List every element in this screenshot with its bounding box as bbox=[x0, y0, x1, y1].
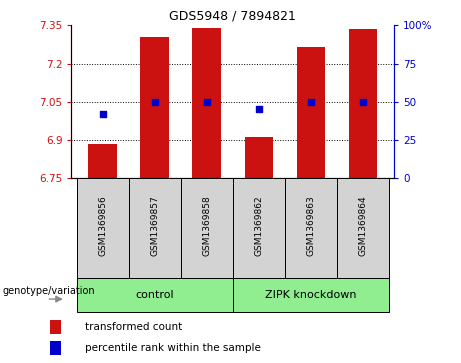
Bar bbox=[50, 341, 60, 355]
Bar bbox=[233, 278, 389, 312]
Bar bbox=[129, 178, 181, 278]
Bar bbox=[181, 178, 233, 278]
Point bbox=[307, 99, 314, 105]
Point bbox=[359, 99, 366, 105]
Bar bbox=[89, 144, 117, 178]
Text: percentile rank within the sample: percentile rank within the sample bbox=[85, 343, 261, 353]
Point bbox=[99, 111, 106, 117]
Bar bbox=[77, 178, 129, 278]
Bar bbox=[296, 47, 325, 178]
Bar bbox=[349, 29, 377, 178]
Text: GSM1369862: GSM1369862 bbox=[254, 195, 263, 256]
Point bbox=[255, 106, 262, 112]
Bar bbox=[233, 178, 285, 278]
Text: GSM1369857: GSM1369857 bbox=[150, 195, 159, 256]
Text: GSM1369863: GSM1369863 bbox=[307, 195, 315, 256]
Title: GDS5948 / 7894821: GDS5948 / 7894821 bbox=[169, 10, 296, 23]
Bar bbox=[244, 137, 273, 178]
Bar bbox=[77, 278, 233, 312]
Bar bbox=[285, 178, 337, 278]
Text: transformed count: transformed count bbox=[85, 322, 183, 332]
Point bbox=[151, 99, 159, 105]
Text: GSM1369864: GSM1369864 bbox=[358, 195, 367, 256]
Point bbox=[203, 99, 211, 105]
Bar bbox=[50, 320, 60, 334]
Text: ZIPK knockdown: ZIPK knockdown bbox=[265, 290, 357, 300]
Text: GSM1369858: GSM1369858 bbox=[202, 195, 211, 256]
Text: control: control bbox=[136, 290, 174, 300]
Bar bbox=[337, 178, 389, 278]
Bar bbox=[141, 37, 169, 178]
Text: genotype/variation: genotype/variation bbox=[3, 286, 95, 296]
Text: GSM1369856: GSM1369856 bbox=[98, 195, 107, 256]
Bar bbox=[193, 28, 221, 178]
